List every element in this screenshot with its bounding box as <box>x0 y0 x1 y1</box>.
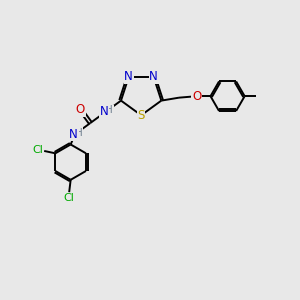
Text: H: H <box>105 105 113 115</box>
Text: N: N <box>69 128 78 141</box>
Text: H: H <box>75 128 83 138</box>
Text: O: O <box>192 90 201 103</box>
Text: S: S <box>137 109 145 122</box>
Text: N: N <box>149 70 158 83</box>
Text: N: N <box>100 105 109 118</box>
Text: O: O <box>76 103 85 116</box>
Text: Cl: Cl <box>64 193 75 203</box>
Text: N: N <box>124 70 133 83</box>
Text: Cl: Cl <box>33 146 44 155</box>
